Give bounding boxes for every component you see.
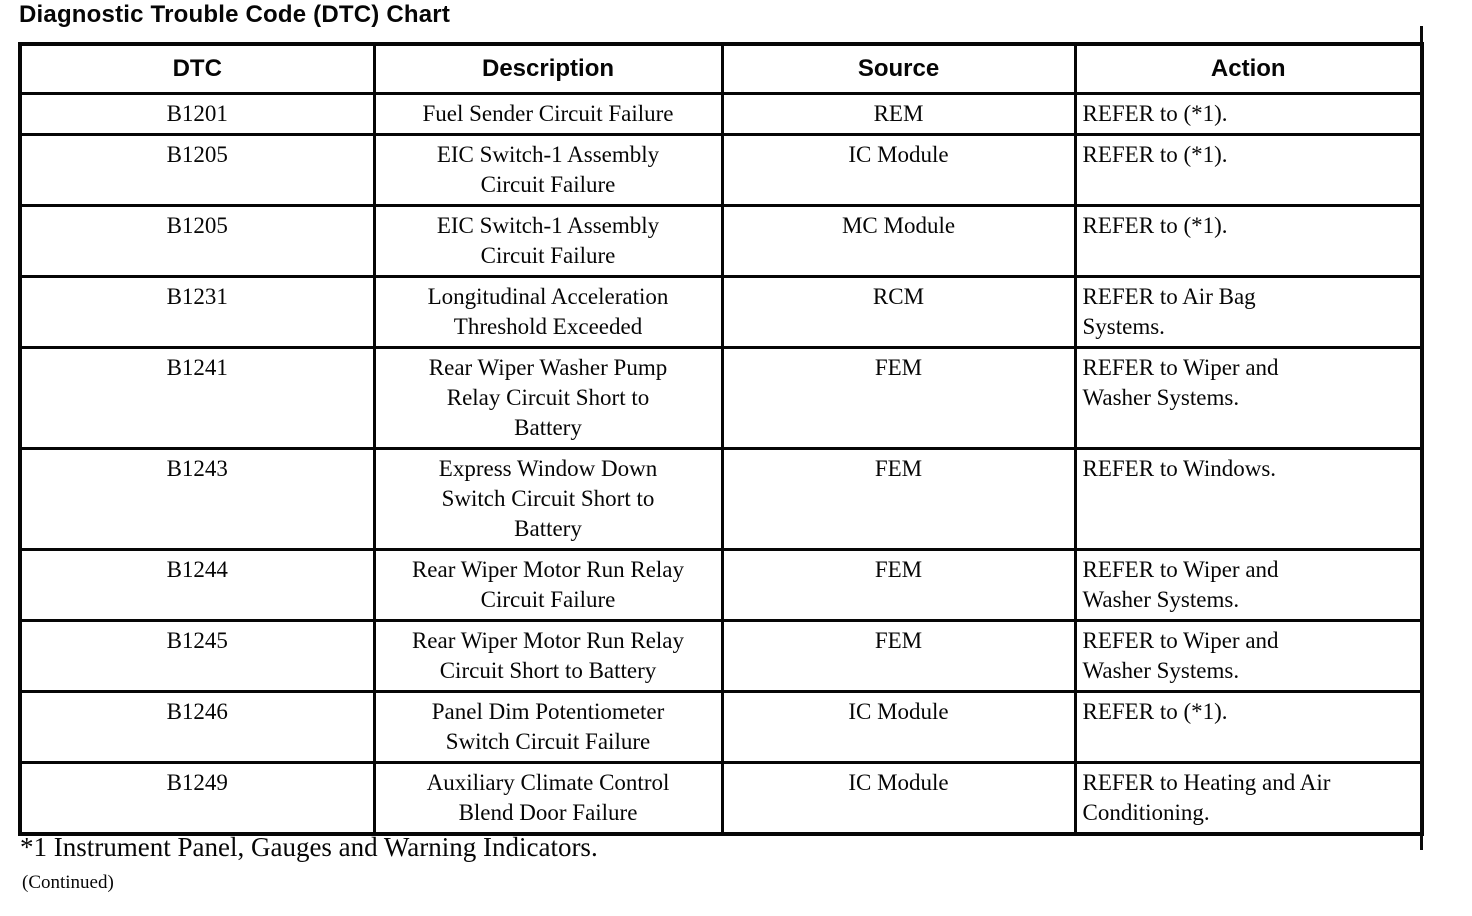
action-cell: REFER to (*1).: [1073, 690, 1424, 764]
table-row: B1246 Panel Dim Potentiometer Switch Cir…: [18, 690, 1424, 764]
action-cell: REFER to Wiper and Washer Systems.: [1073, 346, 1424, 450]
table-row: B1205 EIC Switch-1 Assembly Circuit Fail…: [18, 204, 1424, 278]
source-cell: RCM: [720, 275, 1077, 349]
continued-label: (Continued): [22, 872, 114, 893]
description-cell: Fuel Sender Circuit Failure: [372, 92, 724, 136]
page-title: Diagnostic Trouble Code (DTC) Chart: [19, 1, 451, 28]
description-cell: EIC Switch-1 Assembly Circuit Failure: [372, 204, 724, 278]
description-cell: Longitudinal Acceleration Threshold Exce…: [372, 275, 724, 349]
table-row: B1231 Longitudinal Acceleration Threshol…: [18, 275, 1424, 349]
description-cell: Rear Wiper Motor Run Relay Circuit Short…: [372, 619, 724, 693]
dtc-code-cell: B1243: [18, 447, 376, 551]
source-cell: IC Module: [720, 690, 1077, 764]
table-row: B1241 Rear Wiper Washer Pump Relay Circu…: [18, 346, 1424, 450]
header-row: DTC Description Source Action: [18, 42, 1424, 95]
table-row: B1201 Fuel Sender Circuit Failure REM RE…: [18, 92, 1424, 136]
source-cell: MC Module: [720, 204, 1077, 278]
action-cell: REFER to Heating and Air Conditioning.: [1073, 761, 1424, 836]
dtc-table-body: B1201 Fuel Sender Circuit Failure REM RE…: [18, 92, 1424, 836]
source-cell: IC Module: [720, 133, 1077, 207]
description-cell: Rear Wiper Motor Run Relay Circuit Failu…: [372, 548, 724, 622]
table-row: B1249 Auxiliary Climate Control Blend Do…: [18, 761, 1424, 836]
dtc-code-cell: B1201: [18, 92, 376, 136]
column-header-description: Description: [372, 42, 724, 95]
action-cell: REFER to Air Bag Systems.: [1073, 275, 1424, 349]
description-cell: Rear Wiper Washer Pump Relay Circuit Sho…: [372, 346, 724, 450]
column-header-action: Action: [1073, 42, 1424, 95]
action-cell: REFER to (*1).: [1073, 133, 1424, 207]
description-cell: Panel Dim Potentiometer Switch Circuit F…: [372, 690, 724, 764]
action-cell: REFER to (*1).: [1073, 204, 1424, 278]
dtc-table: DTC Description Source Action B1201 Fuel…: [18, 42, 1424, 836]
table-row: B1243 Express Window Down Switch Circuit…: [18, 447, 1424, 551]
dtc-code-cell: B1205: [18, 133, 376, 207]
dtc-code-cell: B1249: [18, 761, 376, 836]
action-cell: REFER to Windows.: [1073, 447, 1424, 551]
column-header-dtc: DTC: [18, 42, 376, 95]
table-row: B1244 Rear Wiper Motor Run Relay Circuit…: [18, 548, 1424, 622]
footnote: *1 Instrument Panel, Gauges and Warning …: [20, 832, 598, 862]
table-row: B1245 Rear Wiper Motor Run Relay Circuit…: [18, 619, 1424, 693]
dtc-code-cell: B1205: [18, 204, 376, 278]
dtc-code-cell: B1244: [18, 548, 376, 622]
source-cell: REM: [720, 92, 1077, 136]
dtc-table-header: DTC Description Source Action: [18, 42, 1424, 95]
source-cell: FEM: [720, 447, 1077, 551]
dtc-code-cell: B1241: [18, 346, 376, 450]
action-cell: REFER to Wiper and Washer Systems.: [1073, 548, 1424, 622]
dtc-code-cell: B1245: [18, 619, 376, 693]
table-row: B1205 EIC Switch-1 Assembly Circuit Fail…: [18, 133, 1424, 207]
description-cell: EIC Switch-1 Assembly Circuit Failure: [372, 133, 724, 207]
dtc-code-cell: B1231: [18, 275, 376, 349]
scan-edge-artifact: [1420, 26, 1423, 850]
dtc-code-cell: B1246: [18, 690, 376, 764]
action-cell: REFER to (*1).: [1073, 92, 1424, 136]
source-cell: FEM: [720, 619, 1077, 693]
source-cell: IC Module: [720, 761, 1077, 836]
action-cell: REFER to Wiper and Washer Systems.: [1073, 619, 1424, 693]
source-cell: FEM: [720, 548, 1077, 622]
description-cell: Auxiliary Climate Control Blend Door Fai…: [372, 761, 724, 836]
column-header-source: Source: [720, 42, 1077, 95]
description-cell: Express Window Down Switch Circuit Short…: [372, 447, 724, 551]
source-cell: FEM: [720, 346, 1077, 450]
